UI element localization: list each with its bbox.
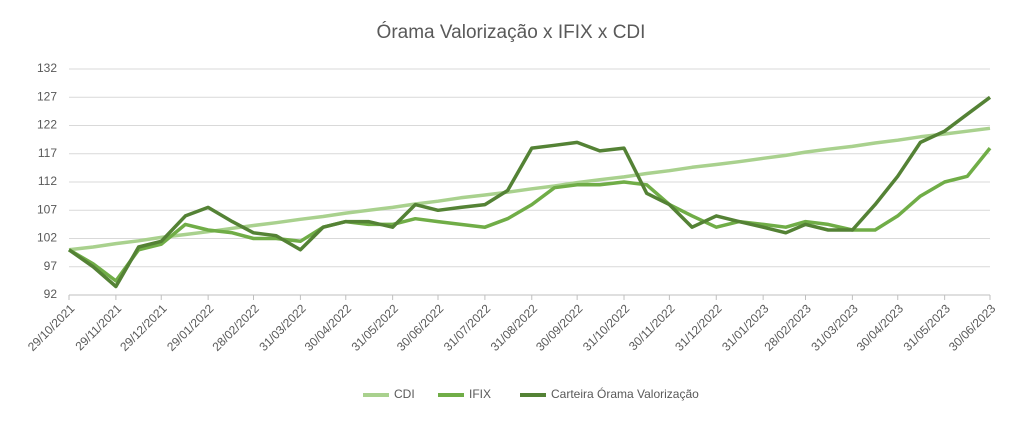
legend-label: CDI — [394, 387, 415, 401]
x-tick-label: 28/02/2022 — [209, 301, 262, 354]
x-tick-label: 30/09/2022 — [533, 301, 586, 354]
y-tick-label: 117 — [38, 146, 57, 160]
x-tick-label: 29/11/2021 — [73, 301, 125, 353]
series-line — [68, 126, 991, 252]
y-tick-label: 112 — [38, 174, 57, 188]
x-tick-label: 29/10/2021 — [25, 301, 78, 354]
y-tick-label: 132 — [37, 61, 57, 75]
x-tick-label: 30/04/2023 — [854, 301, 907, 354]
y-tick-label: 122 — [37, 118, 57, 132]
series-line — [68, 147, 992, 283]
x-tick-label: 30/11/2022 — [626, 301, 678, 353]
y-tick-label: 102 — [37, 231, 57, 245]
y-tick-label: 107 — [37, 202, 57, 216]
x-tick-label: 29/01/2022 — [164, 301, 217, 354]
x-tick-label: 28/02/2023 — [761, 301, 814, 354]
x-tick-label: 30/06/2023 — [946, 301, 999, 354]
x-tick-label: 31/07/2022 — [441, 301, 494, 354]
x-tick-label: 31/08/2022 — [488, 301, 541, 354]
series-line — [67, 95, 992, 289]
y-tick-label: 127 — [37, 89, 57, 103]
x-tick-label: 30/06/2022 — [394, 301, 447, 354]
x-tick-label: 31/03/2023 — [808, 301, 861, 354]
x-tick-label: 29/12/2021 — [117, 301, 170, 354]
legend-label: IFIX — [469, 387, 491, 401]
y-tick-label: 97 — [44, 259, 58, 273]
y-tick-label: 92 — [44, 287, 58, 301]
x-tick-label: 31/05/2023 — [901, 301, 954, 354]
x-tick-label: 31/05/2022 — [349, 301, 402, 354]
x-tick-label: 30/04/2022 — [302, 301, 355, 354]
x-tick-label: 31/03/2022 — [256, 301, 309, 354]
x-tick-label: 31/12/2022 — [672, 301, 725, 354]
legend-label: Carteira Órama Valorização — [551, 386, 699, 401]
x-tick-label: 31/10/2022 — [580, 301, 633, 354]
chart-title: Órama Valorização x IFIX x CDI — [377, 21, 646, 43]
